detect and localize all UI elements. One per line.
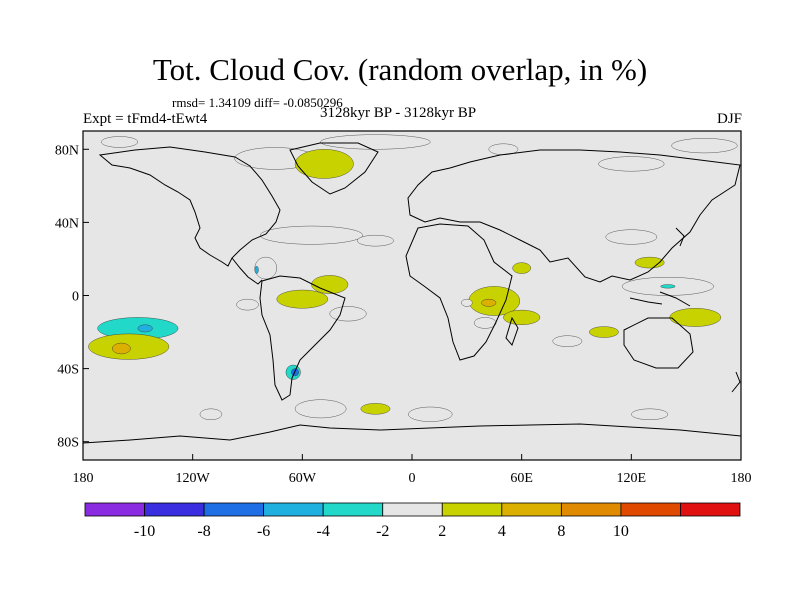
- colorbar-swatch: [382, 502, 443, 517]
- coastline-eurasia: [407, 149, 741, 283]
- coastline-central-america: [231, 257, 263, 285]
- x-tick-label: 180: [731, 471, 752, 486]
- coastline-layer: [83, 142, 741, 444]
- colorbar-swatch: [441, 502, 503, 517]
- anomaly-region-23: [461, 298, 473, 307]
- colorbar-label: 8: [557, 523, 565, 540]
- colorbar-swatch: [560, 502, 622, 517]
- anomaly-region-33: [634, 256, 665, 269]
- anomaly-region-3: [112, 342, 131, 355]
- colorbar-label: -2: [376, 523, 389, 540]
- colorbar-swatch: [620, 502, 681, 517]
- anomaly-region-8: [254, 266, 259, 274]
- colorbar-swatch: [203, 502, 265, 517]
- y-tick-label: 80N: [55, 143, 79, 158]
- anomaly-region-31: [589, 326, 619, 338]
- colorbar: -10 -8 -6 -4 -2 2 4 8 10: [84, 502, 741, 540]
- colorbar-swatch: [263, 502, 324, 517]
- coastline-indonesia: [629, 291, 691, 307]
- colorbar-label: -10: [134, 523, 155, 540]
- season-label: DJF: [716, 111, 742, 127]
- coastline-greenland: [289, 142, 379, 195]
- coastline-japan: [675, 227, 685, 247]
- y-tick-label: 80S: [57, 436, 79, 451]
- anomaly-region-35: [408, 406, 453, 422]
- anomaly-region-4: [236, 298, 259, 311]
- x-tick-label: 180: [73, 471, 94, 486]
- x-tick-label: 60W: [289, 471, 317, 486]
- coastline-new-zealand: [731, 371, 741, 393]
- colorbar-label: 10: [613, 523, 629, 540]
- anomaly-region-27: [512, 262, 532, 274]
- anomaly-region-19: [598, 156, 665, 172]
- colorbar-swatch: [501, 502, 562, 517]
- anomaly-region-37: [199, 408, 223, 420]
- colorbar-swatch: [680, 502, 741, 517]
- y-tick-label: 40N: [55, 216, 79, 231]
- colorbar-label: -8: [197, 523, 210, 540]
- coastline-south-america: [259, 275, 346, 401]
- colorbar-label: 4: [498, 523, 506, 540]
- anomaly-region-12: [260, 225, 363, 245]
- anomaly-region-16: [320, 134, 431, 150]
- anomaly-region-25: [503, 309, 541, 325]
- colorbar-swatch: [84, 502, 145, 517]
- x-tick-label: 120E: [617, 471, 647, 486]
- coastline-north-america: [98, 146, 281, 267]
- anomaly-region-34: [294, 399, 347, 419]
- colorbar-label: -6: [257, 523, 270, 540]
- x-tick-label: 0: [409, 471, 416, 486]
- period-label: 3128kyr BP - 3128kyr BP: [320, 105, 477, 121]
- colorbar-swatch: [144, 502, 205, 517]
- anomaly-region-15: [294, 149, 354, 179]
- coastline-australia: [623, 317, 694, 369]
- y-axis: 80N 40N 0 40S 80S: [55, 143, 89, 451]
- anomaly-region-1: [137, 324, 153, 333]
- chart-title: Tot. Cloud Cov. (random overlap, in %): [152, 52, 648, 87]
- x-tick-label: 60E: [510, 471, 533, 486]
- x-tick-label: 120W: [176, 471, 211, 486]
- experiment-label: Expt = tFmd4-tEwt4: [83, 111, 208, 127]
- anomaly-region-28: [605, 229, 658, 245]
- y-tick-label: 40S: [57, 363, 79, 378]
- anomaly-region-10: [311, 275, 349, 294]
- anomaly-region-36: [360, 403, 391, 415]
- coastline-antarctica: [83, 423, 741, 444]
- anomaly-region-11: [329, 306, 367, 322]
- anomaly-region-38: [631, 408, 669, 420]
- coastline-africa: [405, 223, 513, 361]
- anomaly-region-32: [669, 308, 722, 327]
- anomaly-region-30: [660, 284, 676, 289]
- anomaly-region-26: [552, 335, 583, 347]
- map-background: [83, 131, 741, 460]
- anomaly-region-17: [101, 136, 139, 148]
- colorbar-label: -4: [317, 523, 330, 540]
- anomaly-region-22: [481, 298, 497, 307]
- anomaly-region-24: [473, 317, 497, 329]
- y-tick-label: 0: [72, 290, 79, 305]
- anomaly-region-13: [356, 234, 394, 247]
- anomaly-region-9: [276, 289, 329, 309]
- coastline-madagascar: [505, 316, 519, 346]
- x-axis: 180 120W 60W 0 60E 120E 180: [73, 454, 752, 486]
- stats-label: rmsd= 1.34109 diff= -0.0850296: [172, 95, 343, 110]
- colorbar-label: 2: [438, 523, 446, 540]
- colorbar-swatch: [322, 502, 384, 517]
- anomaly-region-18: [671, 138, 738, 154]
